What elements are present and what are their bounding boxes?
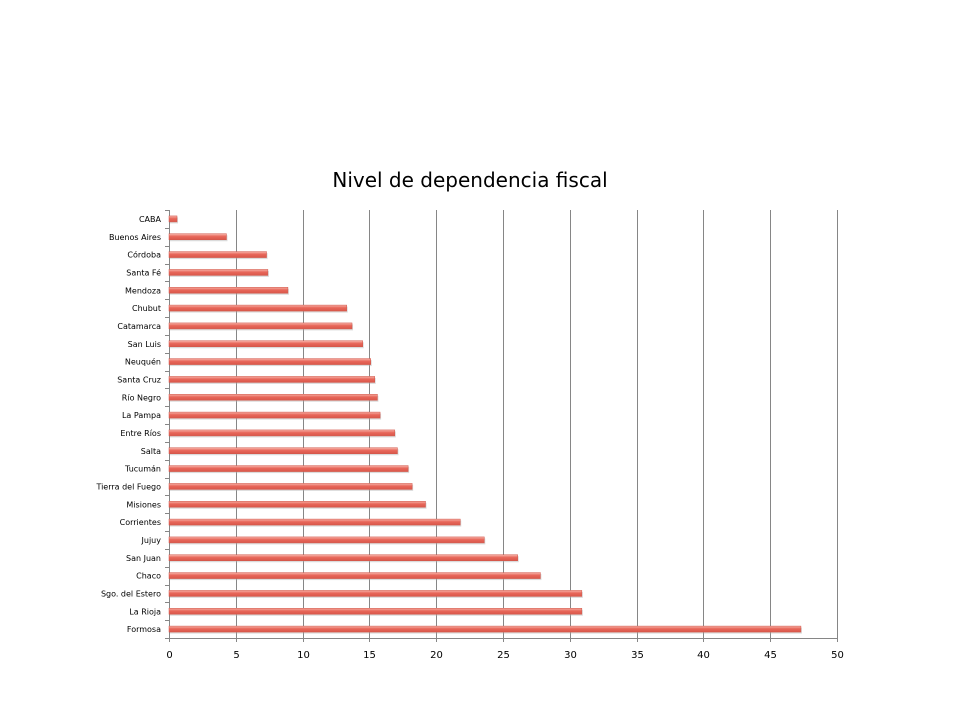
x-tick-label: 10	[297, 650, 310, 661]
y-tick-label: Mendoza	[125, 286, 161, 295]
bar-layer	[168, 215, 802, 634]
x-tick-labels: 0 5 10 15 20 25 30 35 40 45 50	[166, 650, 844, 661]
y-tick-label: Neuquén	[125, 357, 161, 367]
y-tick-label: La Pampa	[122, 411, 161, 420]
y-tick-label: Santa Cruz	[117, 375, 161, 384]
y-tick-label: Salta	[141, 447, 161, 456]
y-tick-label: La Rioja	[129, 607, 161, 616]
y-tick-label: Chubut	[132, 304, 161, 313]
bar	[168, 304, 347, 312]
bar	[168, 483, 413, 490]
bar	[168, 269, 269, 276]
y-tick-label: Santa Fé	[126, 267, 161, 277]
bar	[168, 251, 267, 258]
y-tick-label: Córdoba	[127, 250, 161, 260]
y-tick-label: Tucumán	[124, 465, 161, 474]
x-tick-label: 40	[697, 650, 710, 661]
bar	[168, 501, 426, 508]
y-tick-label: Tierra del Fuego	[95, 482, 161, 491]
grid-layer	[165, 210, 838, 642]
y-tick-label: Formosa	[127, 625, 161, 634]
bar	[168, 465, 409, 472]
bar	[168, 394, 378, 401]
y-tick-label: Catamarca	[117, 322, 161, 331]
x-tick-label: 35	[631, 650, 644, 661]
bar	[168, 340, 363, 347]
chart-title: Nivel de dependencia fiscal	[332, 168, 608, 192]
x-tick-label: 0	[166, 650, 172, 661]
y-tick-label: Misiones	[126, 500, 161, 509]
bar	[168, 233, 227, 240]
bar	[168, 322, 353, 330]
bar	[168, 429, 396, 437]
y-tick-label: CABA	[139, 215, 162, 224]
y-tick-label: San Juan	[126, 554, 161, 563]
x-tick-label: 50	[831, 650, 844, 661]
bar	[168, 536, 485, 544]
x-tick-label: 30	[564, 650, 577, 661]
y-tick-label: Sgo. del Estero	[101, 589, 161, 598]
bar	[168, 625, 802, 633]
y-tick-label: Chaco	[136, 572, 161, 581]
bar	[168, 358, 371, 365]
bar	[168, 447, 398, 454]
bar	[168, 572, 541, 579]
bar	[168, 590, 583, 597]
y-tick-label: Río Negro	[122, 393, 161, 402]
bar	[168, 376, 375, 383]
x-tick-label: 25	[497, 650, 510, 661]
x-tick-label: 20	[430, 650, 443, 661]
y-tick-label: San Luis	[128, 340, 161, 349]
bar	[168, 287, 289, 294]
bar	[168, 518, 461, 526]
y-tick-label: Jujuy	[141, 536, 162, 545]
y-tick-label: Buenos Aires	[109, 233, 161, 242]
bar	[168, 215, 178, 223]
y-tick-label: Corrientes	[120, 518, 161, 527]
y-tick-label: Entre Ríos	[120, 429, 161, 438]
bar	[168, 411, 381, 419]
bar	[168, 554, 518, 561]
x-tick-label: 15	[363, 650, 376, 661]
x-tick-label: 5	[233, 650, 239, 661]
y-tick-labels: CABA Buenos Aires Córdoba Santa Fé Mendoza Ch…	[95, 215, 161, 634]
x-tick-label: 45	[764, 650, 777, 661]
bar	[168, 608, 583, 615]
